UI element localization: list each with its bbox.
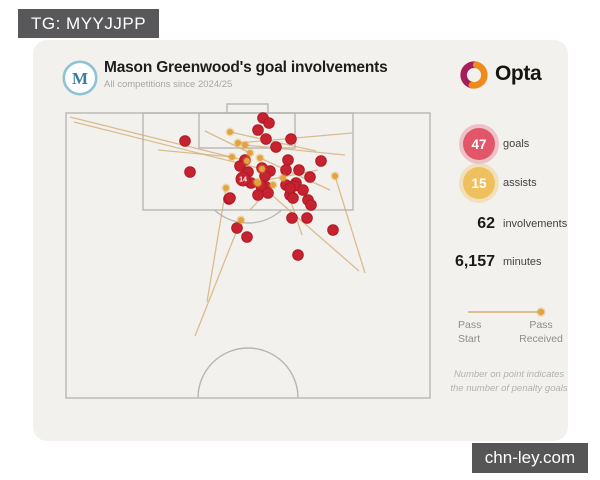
legend-pass-start-label: Pass Start: [458, 318, 481, 346]
telegram-watermark-text: TG: MYYJJPP: [31, 13, 147, 33]
legend-pass-received-label: Pass Received: [505, 318, 577, 346]
minutes-label: minutes: [503, 256, 542, 268]
opta-logo-wordmark: Opta: [495, 62, 542, 85]
page-title: Mason Greenwood's goal involvements: [104, 59, 388, 76]
assists-badge: 15: [463, 167, 495, 199]
goals-badge: 47: [463, 128, 495, 160]
telegram-watermark-badge: TG: MYYJJPP: [18, 9, 160, 38]
site-watermark-badge: chn-ley.com: [472, 443, 588, 473]
goals-label: goals: [503, 138, 530, 150]
page-subtitle: All competitions since 2024/25: [104, 79, 233, 90]
legend-pass-received-line2: Received: [519, 333, 563, 345]
penalty-note-line1: Number on point indicates: [453, 369, 565, 380]
involvements-label: involvements: [503, 218, 568, 230]
minutes-value: 6,157: [454, 253, 495, 270]
opta-logo-icon: [460, 61, 488, 89]
crest-letter: M: [72, 69, 88, 88]
penalty-note: Number on point indicates the number of …: [448, 368, 570, 396]
assists-label: assists: [503, 177, 537, 189]
legend-pass-start-line1: Pass: [458, 319, 482, 331]
goals-value: 47: [471, 136, 487, 152]
pass-legend-graphic: [468, 307, 546, 317]
assists-value: 15: [471, 175, 487, 191]
legend-pass-start-line2: Start: [458, 333, 481, 345]
legend-pass-received-line1: Pass: [529, 319, 553, 331]
penalty-note-line2: the number of penalty goals: [450, 383, 568, 394]
involvements-value: 62: [477, 215, 495, 232]
site-watermark-text: chn-ley.com: [484, 448, 576, 467]
legend-received-dot: [536, 307, 546, 317]
club-crest-marseille: M: [62, 60, 98, 96]
